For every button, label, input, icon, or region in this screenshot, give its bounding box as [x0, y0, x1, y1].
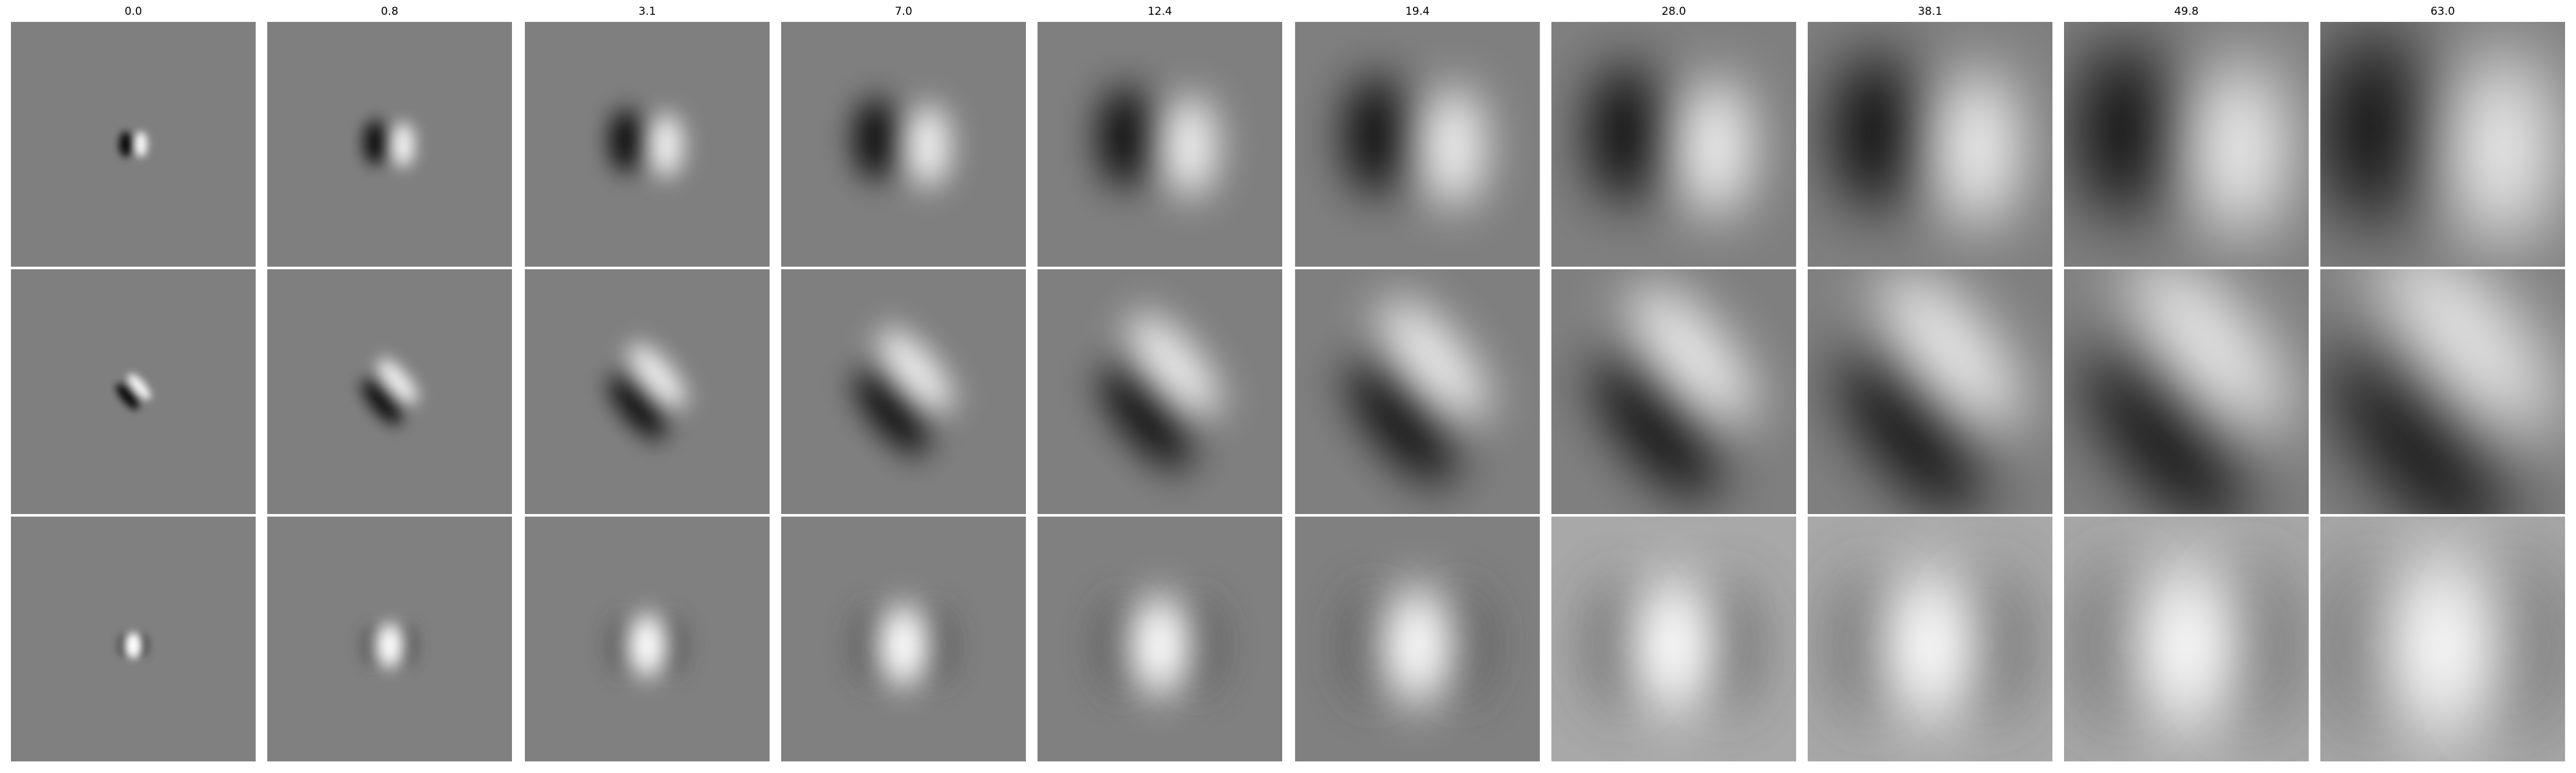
filter-tile-r3-c7 [1551, 517, 1796, 761]
filter-tile-r2-c1 [11, 269, 256, 514]
filter-tile-r1-c6 [1295, 22, 1540, 267]
filter-tile-r2-c2 [267, 269, 512, 514]
filter-tile-r1-c8 [1808, 22, 2052, 267]
filter-tile-r2-c7 [1551, 269, 1796, 514]
filter-tile-r3-c3 [525, 517, 770, 761]
filter-tile-r3-c4 [781, 517, 1026, 761]
filter-tile-r3-c6 [1295, 517, 1540, 761]
filter-row-2 [0, 269, 2576, 515]
filter-tile-r3-c9 [2064, 517, 2309, 761]
column-title-0: 0.0 [124, 5, 142, 18]
filter-tile-r2-c9 [2064, 269, 2309, 514]
filter-tile-r2-c8 [1808, 269, 2052, 514]
filter-tile-r1-c2 [267, 22, 512, 267]
column-title-9: 63.0 [2430, 5, 2455, 18]
column-title-7: 38.1 [1918, 5, 1942, 18]
filter-tile-r2-c6 [1295, 269, 1540, 514]
filter-row-3 [0, 517, 2576, 763]
filter-tile-r3-c8 [1808, 517, 2052, 761]
filter-tile-r3-c5 [1037, 517, 1282, 761]
filter-tile-r3-c1 [11, 517, 256, 761]
column-title-8: 49.8 [2174, 5, 2199, 18]
filter-tile-r1-c4 [781, 22, 1026, 267]
filter-tile-r3-c2 [267, 517, 512, 761]
column-title-6: 28.0 [1662, 5, 1686, 18]
filter-tile-r3-c10 [2320, 517, 2565, 761]
filter-tile-r2-c3 [525, 269, 770, 514]
filter-tile-r1-c1 [11, 22, 256, 267]
filter-tile-r2-c4 [781, 269, 1026, 514]
filter-tile-r1-c5 [1037, 22, 1282, 267]
column-title-2: 3.1 [638, 5, 656, 18]
filter-tile-r1-c10 [2320, 22, 2565, 267]
column-title-4: 12.4 [1148, 5, 1172, 18]
filter-tile-r1-c9 [2064, 22, 2309, 267]
filter-row-1 [0, 22, 2576, 268]
filter-tile-r2-c10 [2320, 269, 2565, 514]
column-title-5: 19.4 [1405, 5, 1430, 18]
filter-tile-r1-c3 [525, 22, 770, 267]
filter-tile-r1-c7 [1551, 22, 1796, 267]
filter-tile-r2-c5 [1037, 269, 1282, 514]
column-title-3: 7.0 [895, 5, 913, 18]
column-title-1: 0.8 [381, 5, 399, 18]
